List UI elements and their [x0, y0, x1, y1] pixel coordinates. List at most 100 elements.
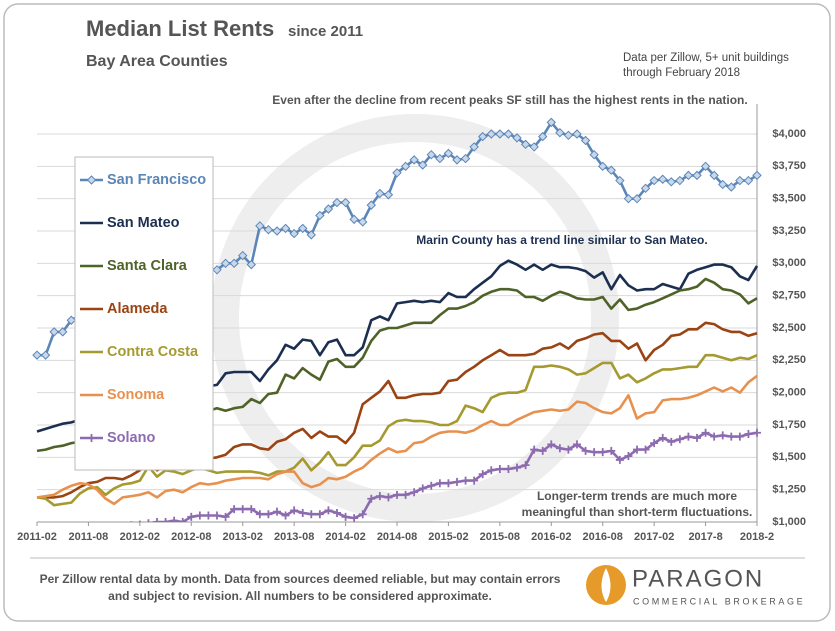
point-marker: [675, 435, 684, 444]
y-tick-label: $4,000: [772, 128, 806, 140]
point-marker: [213, 511, 221, 520]
point-marker: [435, 153, 445, 164]
point-marker: [341, 512, 350, 521]
y-tick-label: $1,500: [772, 451, 806, 463]
series-line: [36, 353, 758, 507]
point-marker: [700, 161, 711, 172]
point-marker: [683, 170, 694, 181]
point-marker: [606, 165, 616, 175]
point-marker: [221, 512, 230, 521]
legend-label: Santa Clara: [107, 258, 188, 274]
point-marker: [204, 511, 213, 520]
point-marker: [521, 461, 530, 470]
point-marker: [375, 188, 385, 199]
point-marker: [581, 446, 590, 455]
x-tick-label: 2012-08: [171, 531, 211, 543]
x-tick-label: 2011-02: [17, 531, 57, 543]
point-marker: [435, 479, 444, 488]
y-tick-label: $2,500: [772, 322, 806, 334]
point-marker: [633, 445, 641, 454]
point-marker: [323, 204, 334, 214]
point-marker: [87, 434, 96, 442]
point-marker: [358, 510, 367, 519]
point-marker: [212, 265, 222, 275]
point-marker: [530, 445, 539, 454]
annotation: Marin County has a trend line similar to…: [416, 233, 707, 247]
point-marker: [555, 127, 565, 138]
x-tick-label: 2015-08: [480, 531, 520, 543]
point-marker: [229, 258, 239, 269]
point-marker: [153, 518, 161, 522]
legend-label: Sonoma: [107, 387, 165, 403]
series-line: [36, 374, 758, 506]
point-marker: [666, 177, 676, 187]
point-marker: [281, 511, 290, 520]
subtitle: Bay Area Counties: [86, 53, 228, 70]
point-marker: [298, 223, 308, 234]
point-marker: [324, 506, 333, 515]
y-tick-label: $1,750: [772, 419, 806, 431]
point-marker: [400, 161, 411, 172]
point-marker: [263, 224, 274, 235]
point-marker: [701, 428, 710, 437]
logo-mark: [601, 568, 611, 602]
x-tick-label: 2014-02: [325, 531, 365, 543]
point-marker: [589, 149, 599, 160]
x-tick-label: 2017-02: [634, 531, 674, 543]
point-marker: [255, 221, 265, 231]
point-marker: [444, 479, 453, 488]
point-marker: [384, 493, 393, 502]
point-marker: [49, 327, 59, 337]
point-marker: [255, 510, 264, 519]
logo-name: PARAGON: [632, 565, 764, 592]
point-marker: [693, 433, 701, 442]
point-marker: [735, 175, 745, 186]
point-marker: [187, 512, 196, 521]
point-marker: [513, 463, 521, 472]
point-marker: [230, 505, 239, 514]
point-marker: [460, 153, 471, 164]
point-marker: [427, 481, 436, 490]
point-marker: [426, 149, 436, 160]
point-marker: [580, 135, 591, 146]
point-marker: [358, 217, 368, 227]
point-marker: [86, 175, 97, 185]
source-note: Data per Zillow, 5+ unit buildings: [623, 52, 789, 64]
point-marker: [486, 129, 496, 139]
point-marker: [246, 259, 256, 270]
y-tick-label: $3,000: [772, 257, 806, 269]
point-marker: [418, 484, 427, 493]
point-marker: [632, 193, 642, 204]
x-tick-label: 2011-08: [69, 531, 109, 543]
point-marker: [710, 432, 719, 441]
x-tick-label: 2017-8: [688, 531, 722, 543]
point-marker: [375, 492, 384, 501]
point-marker: [350, 514, 359, 522]
x-tick-label: 2016-02: [531, 531, 571, 543]
point-marker: [315, 510, 324, 519]
legend-label: Contra Costa: [107, 344, 199, 360]
annotation: Longer-term trends are much more: [537, 489, 737, 503]
legend-label: San Mateo: [107, 215, 180, 231]
notes: Even after the decline from recent peaks…: [272, 93, 752, 519]
point-marker: [658, 433, 667, 442]
point-marker: [298, 508, 307, 517]
point-marker: [367, 494, 376, 503]
x-tick-label: 2013-02: [223, 531, 263, 543]
point-marker: [675, 175, 685, 186]
point-marker: [573, 440, 581, 449]
legend-label: Alameda: [107, 301, 168, 317]
point-marker: [726, 182, 736, 192]
point-marker: [333, 508, 341, 517]
y-tick-label: $2,250: [772, 354, 806, 366]
point-marker: [512, 133, 522, 143]
point-marker: [238, 505, 247, 514]
point-marker: [32, 350, 42, 360]
point-marker: [461, 476, 470, 485]
point-marker: [478, 470, 487, 479]
point-marker: [393, 490, 401, 499]
point-marker: [718, 179, 728, 190]
point-marker: [332, 197, 342, 208]
point-marker: [315, 210, 325, 221]
